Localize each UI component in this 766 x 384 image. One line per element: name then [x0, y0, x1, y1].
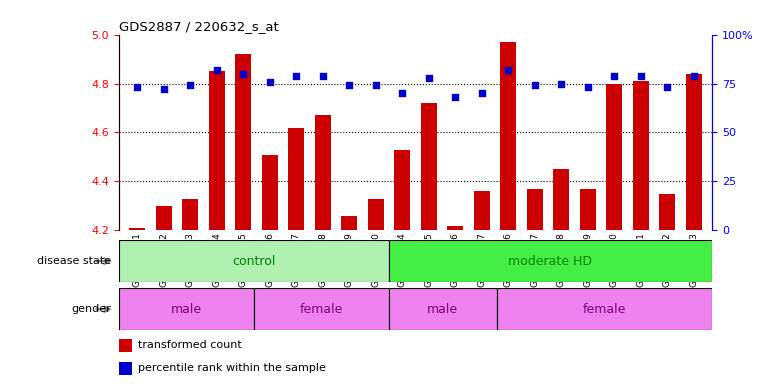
Point	[264, 78, 276, 84]
Bar	[474, 191, 489, 230]
Text: percentile rank within the sample: percentile rank within the sample	[138, 363, 326, 373]
Bar	[129, 228, 146, 230]
Point	[343, 83, 355, 89]
Bar	[182, 199, 198, 230]
Bar	[254, 288, 388, 330]
Bar	[527, 189, 543, 230]
Point	[555, 81, 568, 87]
Text: female: female	[583, 303, 626, 316]
Bar	[580, 189, 596, 230]
Point	[449, 94, 461, 100]
Bar	[388, 240, 712, 282]
Bar	[394, 150, 411, 230]
Bar	[119, 362, 132, 375]
Point	[184, 83, 196, 89]
Point	[370, 83, 382, 89]
Point	[635, 73, 647, 79]
Bar	[496, 288, 712, 330]
Bar	[368, 199, 384, 230]
Point	[529, 83, 541, 89]
Bar	[660, 194, 676, 230]
Bar	[119, 288, 254, 330]
Point	[423, 74, 435, 81]
Text: moderate HD: moderate HD	[509, 255, 592, 268]
Text: male: male	[427, 303, 458, 316]
Point	[211, 67, 223, 73]
Point	[608, 73, 620, 79]
Point	[237, 71, 250, 77]
Point	[688, 73, 700, 79]
Bar	[209, 71, 224, 230]
Bar	[342, 216, 357, 230]
Point	[316, 73, 329, 79]
Bar	[119, 339, 132, 352]
Text: disease state: disease state	[37, 256, 111, 266]
Point	[158, 86, 170, 93]
Text: female: female	[300, 303, 343, 316]
Bar	[262, 154, 278, 230]
Bar	[633, 81, 649, 230]
Bar	[553, 169, 569, 230]
Point	[581, 84, 594, 91]
Bar	[155, 206, 172, 230]
Point	[476, 90, 488, 96]
Bar	[421, 103, 437, 230]
Point	[661, 84, 673, 91]
Text: gender: gender	[71, 304, 111, 314]
Point	[396, 90, 408, 96]
Point	[131, 84, 143, 91]
Point	[290, 73, 303, 79]
Bar	[388, 288, 496, 330]
Bar	[315, 115, 331, 230]
Bar	[607, 84, 622, 230]
Bar	[447, 225, 463, 230]
Text: GDS2887 / 220632_s_at: GDS2887 / 220632_s_at	[119, 20, 279, 33]
Text: male: male	[171, 303, 201, 316]
Bar	[235, 54, 251, 230]
Bar	[288, 127, 304, 230]
Bar	[119, 240, 388, 282]
Point	[502, 67, 515, 73]
Text: control: control	[232, 255, 275, 268]
Bar	[500, 42, 516, 230]
Text: transformed count: transformed count	[138, 340, 241, 350]
Bar	[686, 74, 702, 230]
